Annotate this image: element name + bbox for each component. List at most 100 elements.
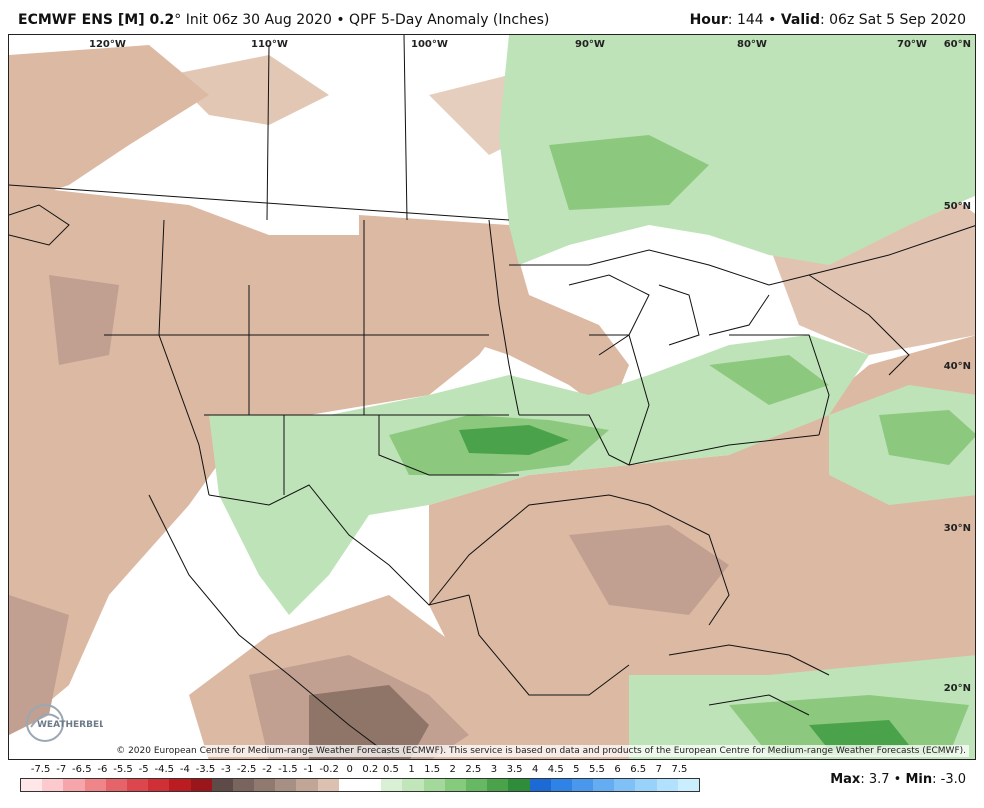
legend-swatch [190, 779, 212, 791]
max-min-summary: Max: 3.7 • Min: -3.0 [830, 772, 966, 787]
legend-swatch [296, 779, 318, 791]
legend-swatch [656, 779, 678, 791]
degree-symbol: ° [174, 12, 182, 28]
legend-tick-label: 1.5 [424, 764, 441, 775]
valid-time-info: Hour: 144 • Valid: 06z Sat 5 Sep 2020 [690, 12, 966, 28]
legend-tick-label: 5 [573, 764, 580, 775]
max-value: : 3.7 [860, 772, 890, 787]
deep-negative-anomaly-core [309, 685, 429, 759]
weatherbell-logo-graphic: WEATHERBELL [26, 704, 103, 742]
strong-positive-anomaly-core [459, 425, 909, 750]
legend-swatch [635, 779, 657, 791]
copyright-notice: © 2020 European Centre for Medium-range … [113, 745, 969, 757]
legend-swatch [508, 779, 530, 791]
legend-tick-label: 2 [449, 764, 456, 775]
legend-tick-label: 0.5 [382, 764, 399, 775]
lat-label-30n: 30°N [943, 523, 971, 534]
legend-swatch [529, 779, 551, 791]
legend-tick-label: 2.5 [465, 764, 482, 775]
legend-tick-label: -4 [179, 764, 190, 775]
legend-swatch [63, 779, 85, 791]
min-value: : -3.0 [932, 772, 966, 787]
legend-tick-label: -2.5 [236, 764, 257, 775]
legend-swatch [550, 779, 572, 791]
lon-label-120w: 120°W [89, 39, 126, 50]
color-scale-legend: -7.5 -7 -6.5 -6 -5.5 -5 -4.5 -4 -3.5 -3 -2.5 -2 -1.5… [20, 764, 700, 796]
valid-value: : 06z Sat 5 Sep 2020 [819, 12, 966, 28]
weatherbell-logo: WEATHERBELL [23, 697, 103, 745]
lon-label-100w: 100°W [411, 39, 448, 50]
legend-tick-label: -5 [138, 764, 149, 775]
model-name: ECMWF ENS [M] 0.2 [18, 12, 175, 28]
legend-swatch [338, 779, 360, 791]
legend-swatch [148, 779, 170, 791]
valid-label: Valid [780, 12, 820, 28]
max-label: Max [830, 772, 861, 787]
legend-swatch [614, 779, 636, 791]
lon-label-70w: 70°W [897, 39, 927, 50]
legend-swatch [360, 779, 382, 791]
legend-swatch [42, 779, 64, 791]
legend-tick-label: -7 [56, 764, 67, 775]
legend-tick-label: -3.5 [195, 764, 216, 775]
legend-color-bar [20, 778, 700, 792]
legend-swatch [487, 779, 509, 791]
legend-swatch [126, 779, 149, 791]
legend-swatch [21, 779, 43, 791]
legend-swatch [402, 779, 424, 791]
legend-swatch [444, 779, 466, 791]
hour-value: : 144 [727, 12, 764, 28]
legend-swatch [593, 779, 615, 791]
legend-tick-label: -4.5 [154, 764, 174, 775]
init-time: Init 06z 30 Aug 2020 [185, 12, 332, 28]
product-name: QPF 5-Day Anomaly (Inches) [349, 12, 550, 28]
legend-tick-label: 3 [490, 764, 498, 775]
lat-label-50n: 50°N [943, 201, 971, 212]
legend-tick-label: 0 [346, 764, 353, 775]
svg-text:WEATHERBELL: WEATHERBELL [37, 720, 103, 730]
lon-label-110w: 110°W [251, 39, 288, 50]
legend-swatch [84, 779, 106, 791]
legend-tick-label: -1.5 [278, 764, 298, 775]
maxmin-separator: • [893, 772, 902, 787]
legend-tick-label: 7.5 [671, 764, 688, 775]
map-canvas [9, 35, 975, 759]
legend-tick-label: 4.5 [547, 764, 564, 775]
lon-label-90w: 90°W [575, 39, 605, 50]
legend-tick-label: 1 [408, 764, 415, 775]
legend-tick-label: 5.5 [589, 764, 605, 775]
header: ECMWF ENS [M] 0.2° Init 06z 30 Aug 2020 … [0, 0, 984, 34]
legend-tick-label: 4 [531, 764, 539, 775]
legend-swatch [381, 779, 403, 791]
legend-tick-label: -0.2 [319, 764, 339, 775]
political-borders [9, 35, 975, 756]
legend-tick-label: -3 [221, 764, 232, 775]
legend-tick-label: -5.5 [113, 764, 133, 775]
legend-swatch [465, 779, 488, 791]
legend-swatch [105, 779, 127, 791]
legend-labels: -7.5 -7 -6.5 -6 -5.5 -5 -4.5 -4 -3.5 -3 -2.5 -2 -1.5… [20, 764, 700, 778]
legend-tick-label: -7.5 [30, 764, 51, 775]
lat-label-20n: 20°N [943, 683, 971, 694]
legend-tick-label: -6 [97, 764, 108, 775]
legend-swatch [254, 779, 276, 791]
qpf-anomaly-map[interactable]: 120°W 110°W 100°W 90°W 80°W 70°W 60°N 50… [8, 34, 976, 760]
legend-swatch [317, 779, 339, 791]
lon-label-80w: 80°W [737, 39, 767, 50]
min-label: Min [905, 772, 933, 787]
legend-swatch [423, 779, 445, 791]
legend-tick-label: 7 [655, 764, 662, 775]
legend-swatch [169, 779, 191, 791]
lat-label-40n: 40°N [943, 361, 971, 372]
legend-swatch [211, 779, 233, 791]
hour-label: Hour [689, 12, 728, 28]
legend-tick-label: 6.5 [630, 764, 647, 775]
legend-tick-label: -2 [262, 764, 273, 775]
moderate-positive-anomaly-fields [389, 135, 975, 755]
legend-swatch [677, 779, 699, 791]
legend-tick-label: 0.2 [362, 764, 379, 775]
lat-label-60n: 60°N [943, 39, 971, 50]
map-title: ECMWF ENS [M] 0.2° Init 06z 30 Aug 2020 … [18, 12, 549, 28]
legend-swatch [275, 779, 297, 791]
legend-swatch [232, 779, 255, 791]
